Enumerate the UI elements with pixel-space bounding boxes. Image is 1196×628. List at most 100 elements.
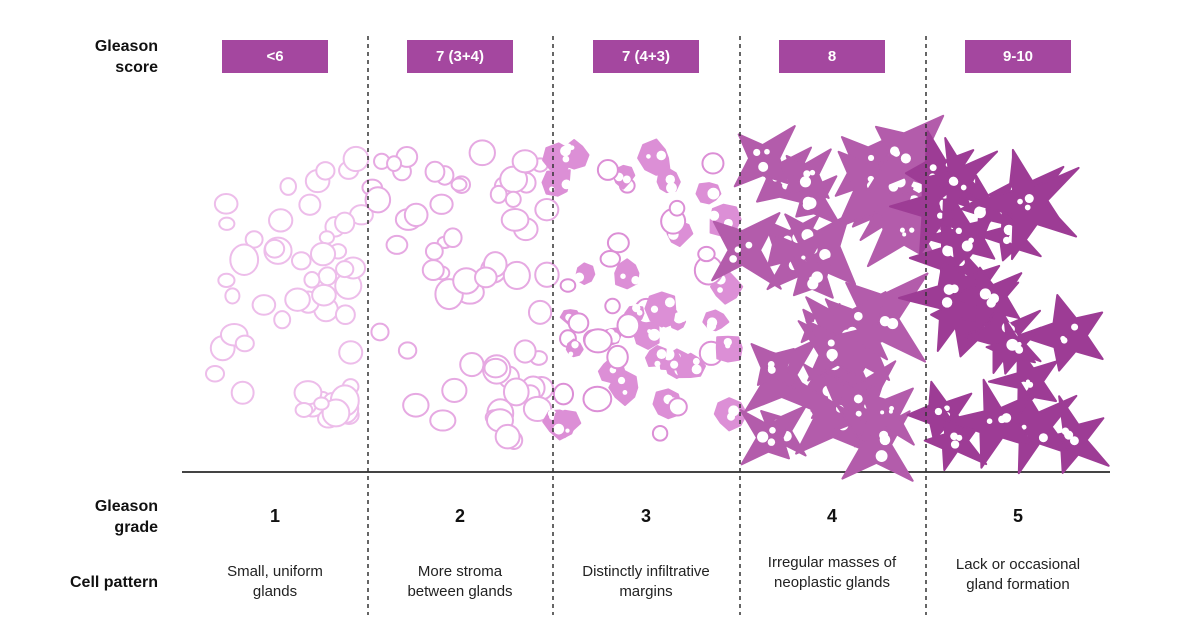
- cell-pattern: Lack or occasional gland formation: [955, 556, 1081, 593]
- gland: [311, 283, 337, 307]
- lumen: [665, 174, 676, 185]
- gland: [697, 245, 716, 263]
- lumen: [827, 339, 835, 347]
- grade-number: 5: [1012, 506, 1023, 526]
- lumen: [1069, 436, 1079, 446]
- lumen: [888, 409, 893, 414]
- gland: [552, 382, 575, 406]
- gland: [229, 243, 260, 276]
- lumen: [565, 428, 570, 433]
- lumen: [650, 305, 659, 313]
- lumen: [636, 309, 643, 316]
- gland: [534, 197, 560, 222]
- lumen: [723, 337, 732, 347]
- lumen: [648, 328, 661, 341]
- gland: [502, 377, 530, 407]
- gland: [559, 278, 577, 293]
- lumen: [937, 212, 944, 219]
- lumen: [986, 298, 997, 308]
- gland: [290, 251, 312, 271]
- lumen: [979, 288, 991, 300]
- gland: [511, 149, 539, 174]
- lumen: [986, 418, 993, 425]
- gland: [284, 287, 311, 312]
- gland: [616, 313, 641, 339]
- lumen: [561, 179, 572, 190]
- gland: [370, 322, 390, 342]
- lumen: [1024, 194, 1034, 204]
- lumen: [960, 184, 967, 191]
- lumen: [900, 153, 911, 164]
- gland: [403, 202, 429, 228]
- lumen: [892, 149, 900, 157]
- gland: [668, 199, 686, 217]
- gland: [385, 234, 409, 255]
- gland: [494, 423, 521, 450]
- lumen: [560, 145, 571, 157]
- gland: [504, 190, 522, 208]
- cell-pattern: Small, uniform glands: [227, 563, 323, 600]
- gland: [230, 380, 255, 405]
- lumen: [717, 287, 723, 293]
- gland: [218, 216, 236, 231]
- gland: [606, 232, 630, 254]
- lumen: [622, 389, 628, 395]
- gland: [950, 266, 1023, 336]
- lumen: [879, 434, 891, 446]
- lumen: [819, 248, 831, 261]
- grade-number: 4: [826, 506, 837, 526]
- score-badge: 7 (3+4): [407, 40, 513, 73]
- gland: [424, 242, 444, 261]
- lumen: [809, 276, 814, 281]
- lumen: [929, 164, 937, 172]
- gland: [234, 334, 255, 353]
- lumen: [670, 360, 679, 369]
- lumen: [745, 241, 753, 249]
- gland: [527, 299, 553, 325]
- lumen: [767, 365, 776, 374]
- gland: [264, 238, 286, 259]
- score-badge: <6: [222, 40, 328, 73]
- gland: [733, 125, 796, 188]
- lumen: [934, 407, 943, 416]
- lumen: [707, 189, 716, 198]
- gland: [338, 340, 364, 365]
- lumen: [620, 273, 626, 279]
- gland: [279, 177, 298, 196]
- lumen: [875, 450, 888, 462]
- lumen: [764, 148, 770, 155]
- gland: [429, 193, 454, 215]
- lumen: [568, 351, 574, 357]
- gland: [298, 193, 322, 216]
- gland: [916, 137, 999, 216]
- lumen: [942, 245, 954, 257]
- gland: [317, 266, 338, 287]
- lumen: [1024, 204, 1031, 211]
- gland: [1017, 294, 1104, 372]
- lumen: [1001, 413, 1012, 423]
- gland: [853, 387, 915, 448]
- gland: [502, 260, 531, 291]
- gland: [268, 208, 294, 233]
- gland: [667, 397, 688, 417]
- lumen: [867, 154, 875, 161]
- gland: [583, 328, 613, 354]
- gland: [342, 145, 370, 173]
- gland: [251, 294, 277, 316]
- gland: [599, 250, 622, 268]
- gland: [970, 148, 1080, 261]
- gland: [318, 230, 335, 245]
- gland: [315, 161, 336, 181]
- lumen: [1071, 323, 1079, 331]
- gland: [443, 227, 463, 249]
- gland: [321, 398, 351, 428]
- grade-number: 2: [454, 506, 465, 526]
- cell-pattern: Distinctly infiltrative margins: [582, 563, 710, 600]
- lumen: [902, 232, 907, 237]
- lumen: [899, 227, 905, 233]
- lumen: [729, 255, 737, 263]
- lumen: [961, 240, 973, 252]
- lumen: [880, 410, 885, 415]
- score-badge: 7 (4+3): [593, 40, 699, 73]
